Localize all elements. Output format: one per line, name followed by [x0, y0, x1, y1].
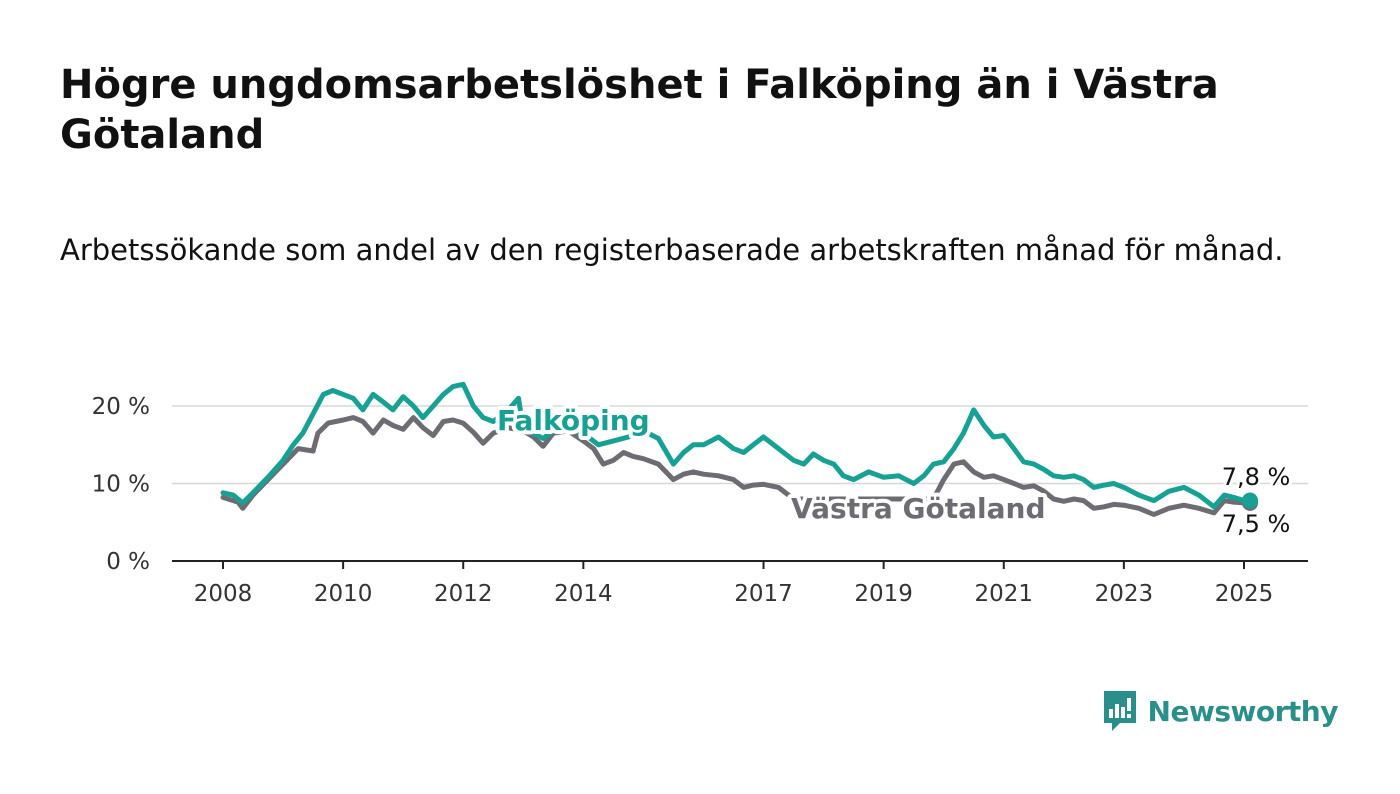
brand-name: Newsworthy — [1147, 694, 1339, 728]
x-tick-label: 2014 — [554, 581, 613, 607]
y-tick-label: 10 % — [92, 472, 150, 498]
x-tick-label: 2025 — [1215, 581, 1274, 607]
line-chart: 0 % 10 % 20 % 2008 2010 2012 2014 2017 2019 2021… — [92, 381, 1308, 607]
series-labels: Falköping Västra Götaland 7,8 % 7,5 % — [493, 400, 1293, 541]
x-tick-label: 2012 — [434, 581, 493, 607]
newsworthy-icon — [1103, 691, 1136, 731]
series-label-vastra-gotaland: Västra Götaland — [791, 492, 1046, 525]
end-value-label-falkoping: 7,8 % — [1222, 463, 1291, 491]
x-tick-label: 2008 — [194, 581, 253, 607]
series-lines — [220, 381, 1258, 517]
y-tick-label: 20 % — [92, 394, 150, 420]
chart-title: Högre ungdomsarbetslöshet i Falköping än… — [60, 62, 1219, 158]
x-tick-label: 2023 — [1095, 581, 1154, 607]
y-axis-ticks: 0 % 10 % 20 % — [92, 394, 150, 575]
x-tick-label: 2017 — [734, 581, 793, 607]
end-value-label-vastra-gotaland: 7,5 % — [1222, 510, 1291, 538]
newsworthy-logo: Newsworthy — [1102, 688, 1339, 734]
y-tick-label: 0 % — [106, 549, 150, 575]
x-tick-label: 2019 — [854, 581, 913, 607]
x-axis-ticks: 2008 2010 2012 2014 2017 2019 2021 2023 2025 — [194, 561, 1274, 607]
series-label-falkoping: Falköping — [497, 404, 650, 437]
x-tick-label: 2010 — [314, 581, 373, 607]
series-end-marker-falk-ping — [1241, 492, 1258, 509]
x-tick-label: 2021 — [974, 581, 1033, 607]
series-line-falk-ping — [220, 381, 1253, 510]
series-line-v-stra-g-taland — [220, 415, 1253, 517]
chart-subtitle: Arbetssökande som andel av den registerb… — [60, 233, 1284, 267]
